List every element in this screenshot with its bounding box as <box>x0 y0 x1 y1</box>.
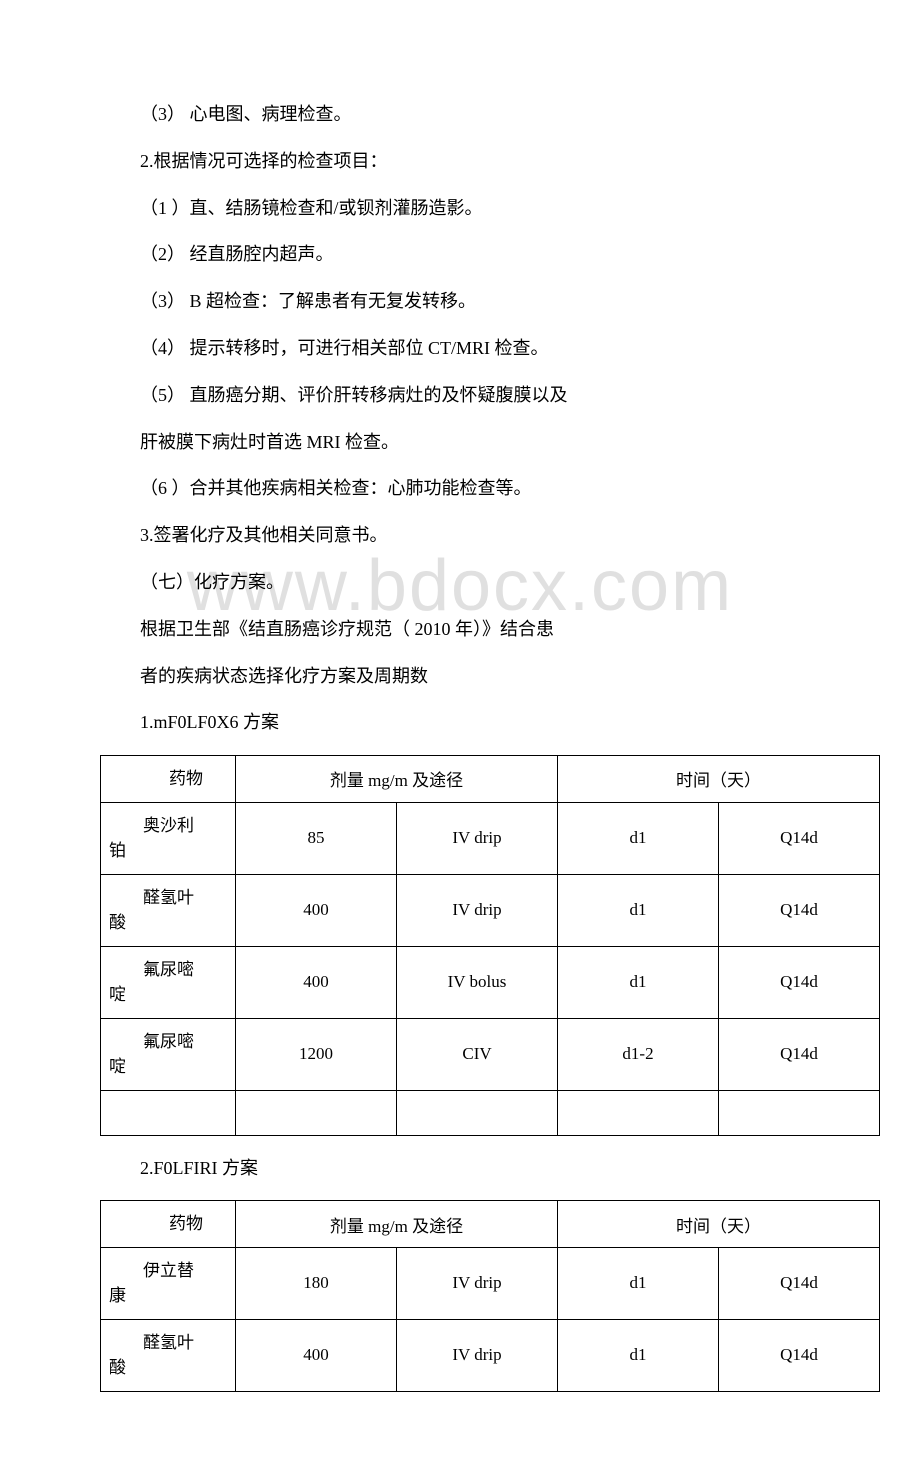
col-drug: 药物 <box>101 756 236 803</box>
cell-time: d1 <box>558 946 719 1018</box>
cell-drug: 氟尿嘧啶 <box>101 1018 236 1090</box>
cell-drug: 伊立替康 <box>101 1247 236 1319</box>
table-row: 醛氢叶酸 400 IV drip d1 Q14d <box>101 1319 880 1391</box>
cell-time: d1 <box>558 1319 719 1391</box>
body-line: （七）化疗方案。 <box>140 568 820 597</box>
cell-time: d1 <box>558 802 719 874</box>
body-line: 1.mF0LF0X6 方案 <box>140 708 820 737</box>
body-line: 者的疾病状态选择化疗方案及周期数 <box>140 662 820 691</box>
cell-cycle: Q14d <box>719 1319 880 1391</box>
table-row: 伊立替康 180 IV drip d1 Q14d <box>101 1247 880 1319</box>
cell-dose: 85 <box>236 802 397 874</box>
cell-cycle: Q14d <box>719 802 880 874</box>
table-row-empty <box>101 1090 880 1135</box>
regimen-table-1: 药物 剂量 mg/m 及途径 时间（天） 奥沙利铂 85 IV drip d1 … <box>100 755 880 1136</box>
body-line: 2.根据情况可选择的检查项目： <box>140 147 820 176</box>
body-line: （5） 直肠癌分期、评价肝转移病灶的及怀疑腹膜以及 <box>140 381 820 410</box>
table-row: 氟尿嘧啶 1200 CIV d1-2 Q14d <box>101 1018 880 1090</box>
col-drug: 药物 <box>101 1201 236 1248</box>
body-line: 肝被膜下病灶时首选 MRI 检查。 <box>140 428 820 457</box>
body-line: （6 ）合并其他疾病相关检查：心肺功能检查等。 <box>140 474 820 503</box>
body-line: 3.签署化疗及其他相关同意书。 <box>140 521 820 550</box>
cell-dose: 400 <box>236 1319 397 1391</box>
cell-route: IV drip <box>397 802 558 874</box>
col-time: 时间（天） <box>558 1201 880 1248</box>
cell-drug: 醛氢叶酸 <box>101 1319 236 1391</box>
body-line: （3） 心电图、病理检查。 <box>140 100 820 129</box>
col-time: 时间（天） <box>558 756 880 803</box>
cell-route: CIV <box>397 1018 558 1090</box>
cell-time: d1 <box>558 1247 719 1319</box>
cell-drug: 醛氢叶酸 <box>101 874 236 946</box>
cell-cycle: Q14d <box>719 946 880 1018</box>
body-line: （1 ）直、结肠镜检查和/或钡剂灌肠造影。 <box>140 194 820 223</box>
table-header-row: 药物 剂量 mg/m 及途径 时间（天） <box>101 1201 880 1248</box>
cell-dose: 400 <box>236 946 397 1018</box>
body-line: （3） B 超检查：了解患者有无复发转移。 <box>140 287 820 316</box>
cell-drug: 奥沙利铂 <box>101 802 236 874</box>
cell-time: d1-2 <box>558 1018 719 1090</box>
body-line: 2.F0LFIRI 方案 <box>140 1154 820 1183</box>
body-line: （4） 提示转移时，可进行相关部位 CT/MRI 检查。 <box>140 334 820 363</box>
cell-cycle: Q14d <box>719 1018 880 1090</box>
body-line: 根据卫生部《结直肠癌诊疗规范（ 2010 年）》结合患 <box>140 615 820 644</box>
cell-dose: 180 <box>236 1247 397 1319</box>
cell-drug: 氟尿嘧啶 <box>101 946 236 1018</box>
cell-route: IV bolus <box>397 946 558 1018</box>
body-line: （2） 经直肠腔内超声。 <box>140 240 820 269</box>
cell-cycle: Q14d <box>719 1247 880 1319</box>
col-dose-route: 剂量 mg/m 及途径 <box>236 756 558 803</box>
col-dose-route: 剂量 mg/m 及途径 <box>236 1201 558 1248</box>
regimen-table-2: 药物 剂量 mg/m 及途径 时间（天） 伊立替康 180 IV drip d1… <box>100 1200 880 1392</box>
cell-time: d1 <box>558 874 719 946</box>
table-row: 氟尿嘧啶 400 IV bolus d1 Q14d <box>101 946 880 1018</box>
cell-dose: 1200 <box>236 1018 397 1090</box>
cell-dose: 400 <box>236 874 397 946</box>
cell-route: IV drip <box>397 1247 558 1319</box>
cell-route: IV drip <box>397 1319 558 1391</box>
cell-route: IV drip <box>397 874 558 946</box>
table-row: 奥沙利铂 85 IV drip d1 Q14d <box>101 802 880 874</box>
table-row: 醛氢叶酸 400 IV drip d1 Q14d <box>101 874 880 946</box>
table-header-row: 药物 剂量 mg/m 及途径 时间（天） <box>101 756 880 803</box>
cell-cycle: Q14d <box>719 874 880 946</box>
